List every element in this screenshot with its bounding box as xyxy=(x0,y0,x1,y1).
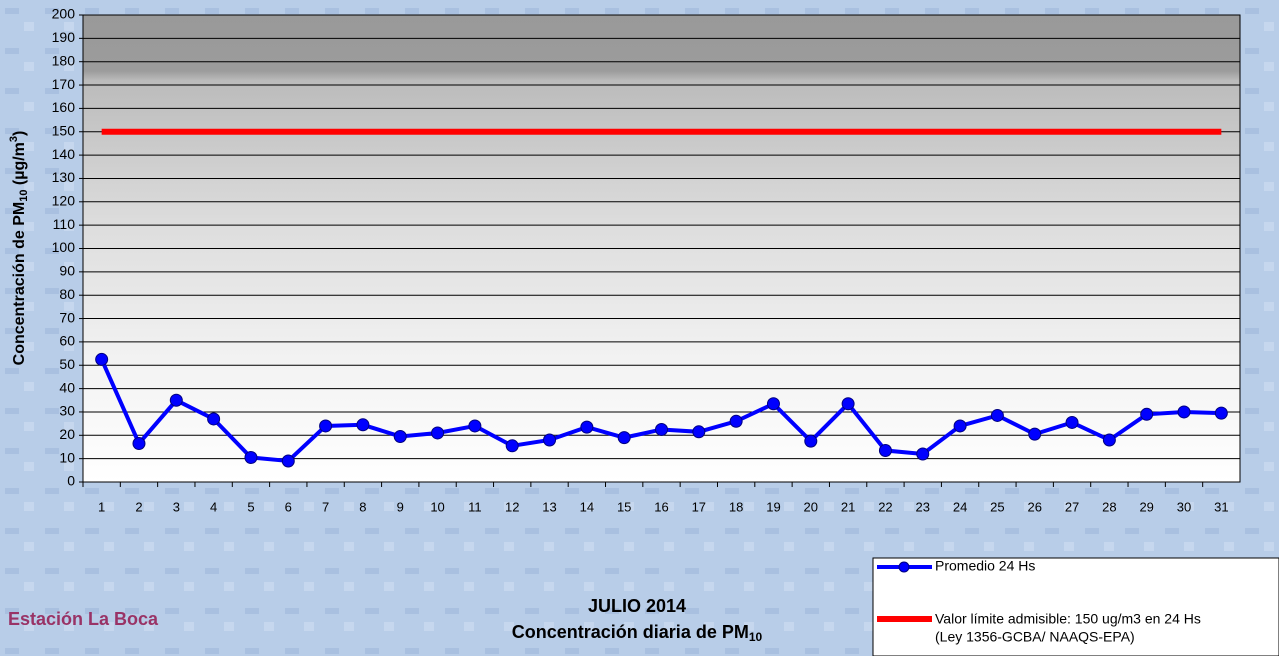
data-point xyxy=(95,352,109,366)
x-tick-label: 11 xyxy=(468,499,482,514)
y-tick-label: 90 xyxy=(59,263,75,279)
chart-subtitle: Concentración diaria de PM10 xyxy=(512,622,763,644)
y-tick-label: 150 xyxy=(52,122,76,138)
data-point xyxy=(841,397,855,411)
data-point xyxy=(244,450,258,464)
x-tick-label: 5 xyxy=(247,499,254,514)
y-tick-label: 50 xyxy=(59,356,75,372)
data-point xyxy=(132,436,146,450)
x-tick-label: 4 xyxy=(210,499,217,514)
data-point xyxy=(692,425,706,439)
x-tick-label: 26 xyxy=(1027,499,1041,514)
x-tick-label: 30 xyxy=(1177,499,1191,514)
y-tick-label: 160 xyxy=(52,99,76,115)
x-tick-label: 17 xyxy=(692,499,706,514)
y-axis-label: Concentración de PM10 (µg/m3) xyxy=(8,131,30,366)
y-tick-label: 140 xyxy=(52,146,76,162)
data-point xyxy=(505,439,519,453)
x-tick-label: 12 xyxy=(505,499,519,514)
data-point xyxy=(1214,406,1228,420)
x-tick-label: 19 xyxy=(766,499,780,514)
y-tick-label: 20 xyxy=(59,426,75,442)
y-tick-label: 190 xyxy=(52,29,76,45)
x-tick-label: 22 xyxy=(878,499,892,514)
x-tick-label: 27 xyxy=(1065,499,1079,514)
y-tick-label: 10 xyxy=(59,449,75,465)
y-tick-label: 0 xyxy=(67,473,75,489)
x-tick-label: 29 xyxy=(1139,499,1153,514)
x-tick-label: 2 xyxy=(135,499,142,514)
y-tick-label: 60 xyxy=(59,333,75,349)
data-point xyxy=(356,418,370,432)
data-point xyxy=(1102,433,1116,447)
data-point xyxy=(319,419,333,433)
data-point xyxy=(580,420,594,434)
y-tick-label: 100 xyxy=(52,239,76,255)
x-tick-label: 28 xyxy=(1102,499,1116,514)
x-tick-label: 20 xyxy=(804,499,818,514)
data-point xyxy=(1065,415,1079,429)
y-tick-label: 170 xyxy=(52,76,76,92)
y-tick-label: 70 xyxy=(59,309,75,325)
x-tick-label: 1 xyxy=(98,499,105,514)
data-point xyxy=(393,429,407,443)
legend-marker xyxy=(898,561,910,573)
data-point xyxy=(878,443,892,457)
data-point xyxy=(1140,407,1154,421)
y-tick-label: 130 xyxy=(52,169,76,185)
x-tick-label: 18 xyxy=(729,499,743,514)
y-tick-label: 30 xyxy=(59,403,75,419)
y-tick-label: 200 xyxy=(52,6,76,22)
data-point xyxy=(916,447,930,461)
chart-title: JULIO 2014 xyxy=(588,596,686,616)
x-tick-label: 21 xyxy=(841,499,855,514)
data-point xyxy=(729,414,743,428)
legend-label: Promedio 24 Hs xyxy=(935,558,1035,574)
legend-note: (Ley 1356-GCBA/ NAAQS-EPA) xyxy=(935,629,1135,645)
data-point xyxy=(431,426,445,440)
data-point xyxy=(207,412,221,426)
x-tick-label: 23 xyxy=(916,499,930,514)
data-point xyxy=(617,431,631,445)
x-tick-label: 25 xyxy=(990,499,1004,514)
data-point xyxy=(953,419,967,433)
x-tick-label: 31 xyxy=(1214,499,1228,514)
data-point xyxy=(1177,405,1191,419)
x-tick-label: 24 xyxy=(953,499,967,514)
y-tick-label: 180 xyxy=(52,52,76,68)
data-point xyxy=(655,422,668,436)
legend xyxy=(872,557,1279,656)
x-tick-label: 3 xyxy=(173,499,180,514)
data-point xyxy=(468,419,482,433)
y-tick-label: 110 xyxy=(53,216,76,232)
x-tick-label: 10 xyxy=(430,499,444,514)
data-point xyxy=(543,433,557,447)
x-tick-label: 7 xyxy=(322,499,329,514)
x-tick-label: 8 xyxy=(359,499,366,514)
x-tick-label: 15 xyxy=(617,499,631,514)
data-point xyxy=(281,454,295,468)
x-tick-label: 16 xyxy=(654,499,668,514)
data-point xyxy=(169,393,183,407)
data-point xyxy=(990,408,1004,422)
legend-label: Valor límite admisible: 150 ug/m3 en 24 … xyxy=(935,611,1201,627)
x-tick-label: 13 xyxy=(542,499,556,514)
data-point xyxy=(766,397,780,411)
y-tick-label: 40 xyxy=(59,379,75,395)
y-tick-label: 120 xyxy=(52,193,76,209)
y-tick-label: 80 xyxy=(59,286,75,302)
x-tick-label: 14 xyxy=(580,499,594,514)
station-label: Estación La Boca xyxy=(8,609,159,629)
x-tick-label: 6 xyxy=(285,499,292,514)
data-point xyxy=(804,434,818,448)
x-tick-label: 9 xyxy=(397,499,404,514)
data-point xyxy=(1028,427,1042,441)
